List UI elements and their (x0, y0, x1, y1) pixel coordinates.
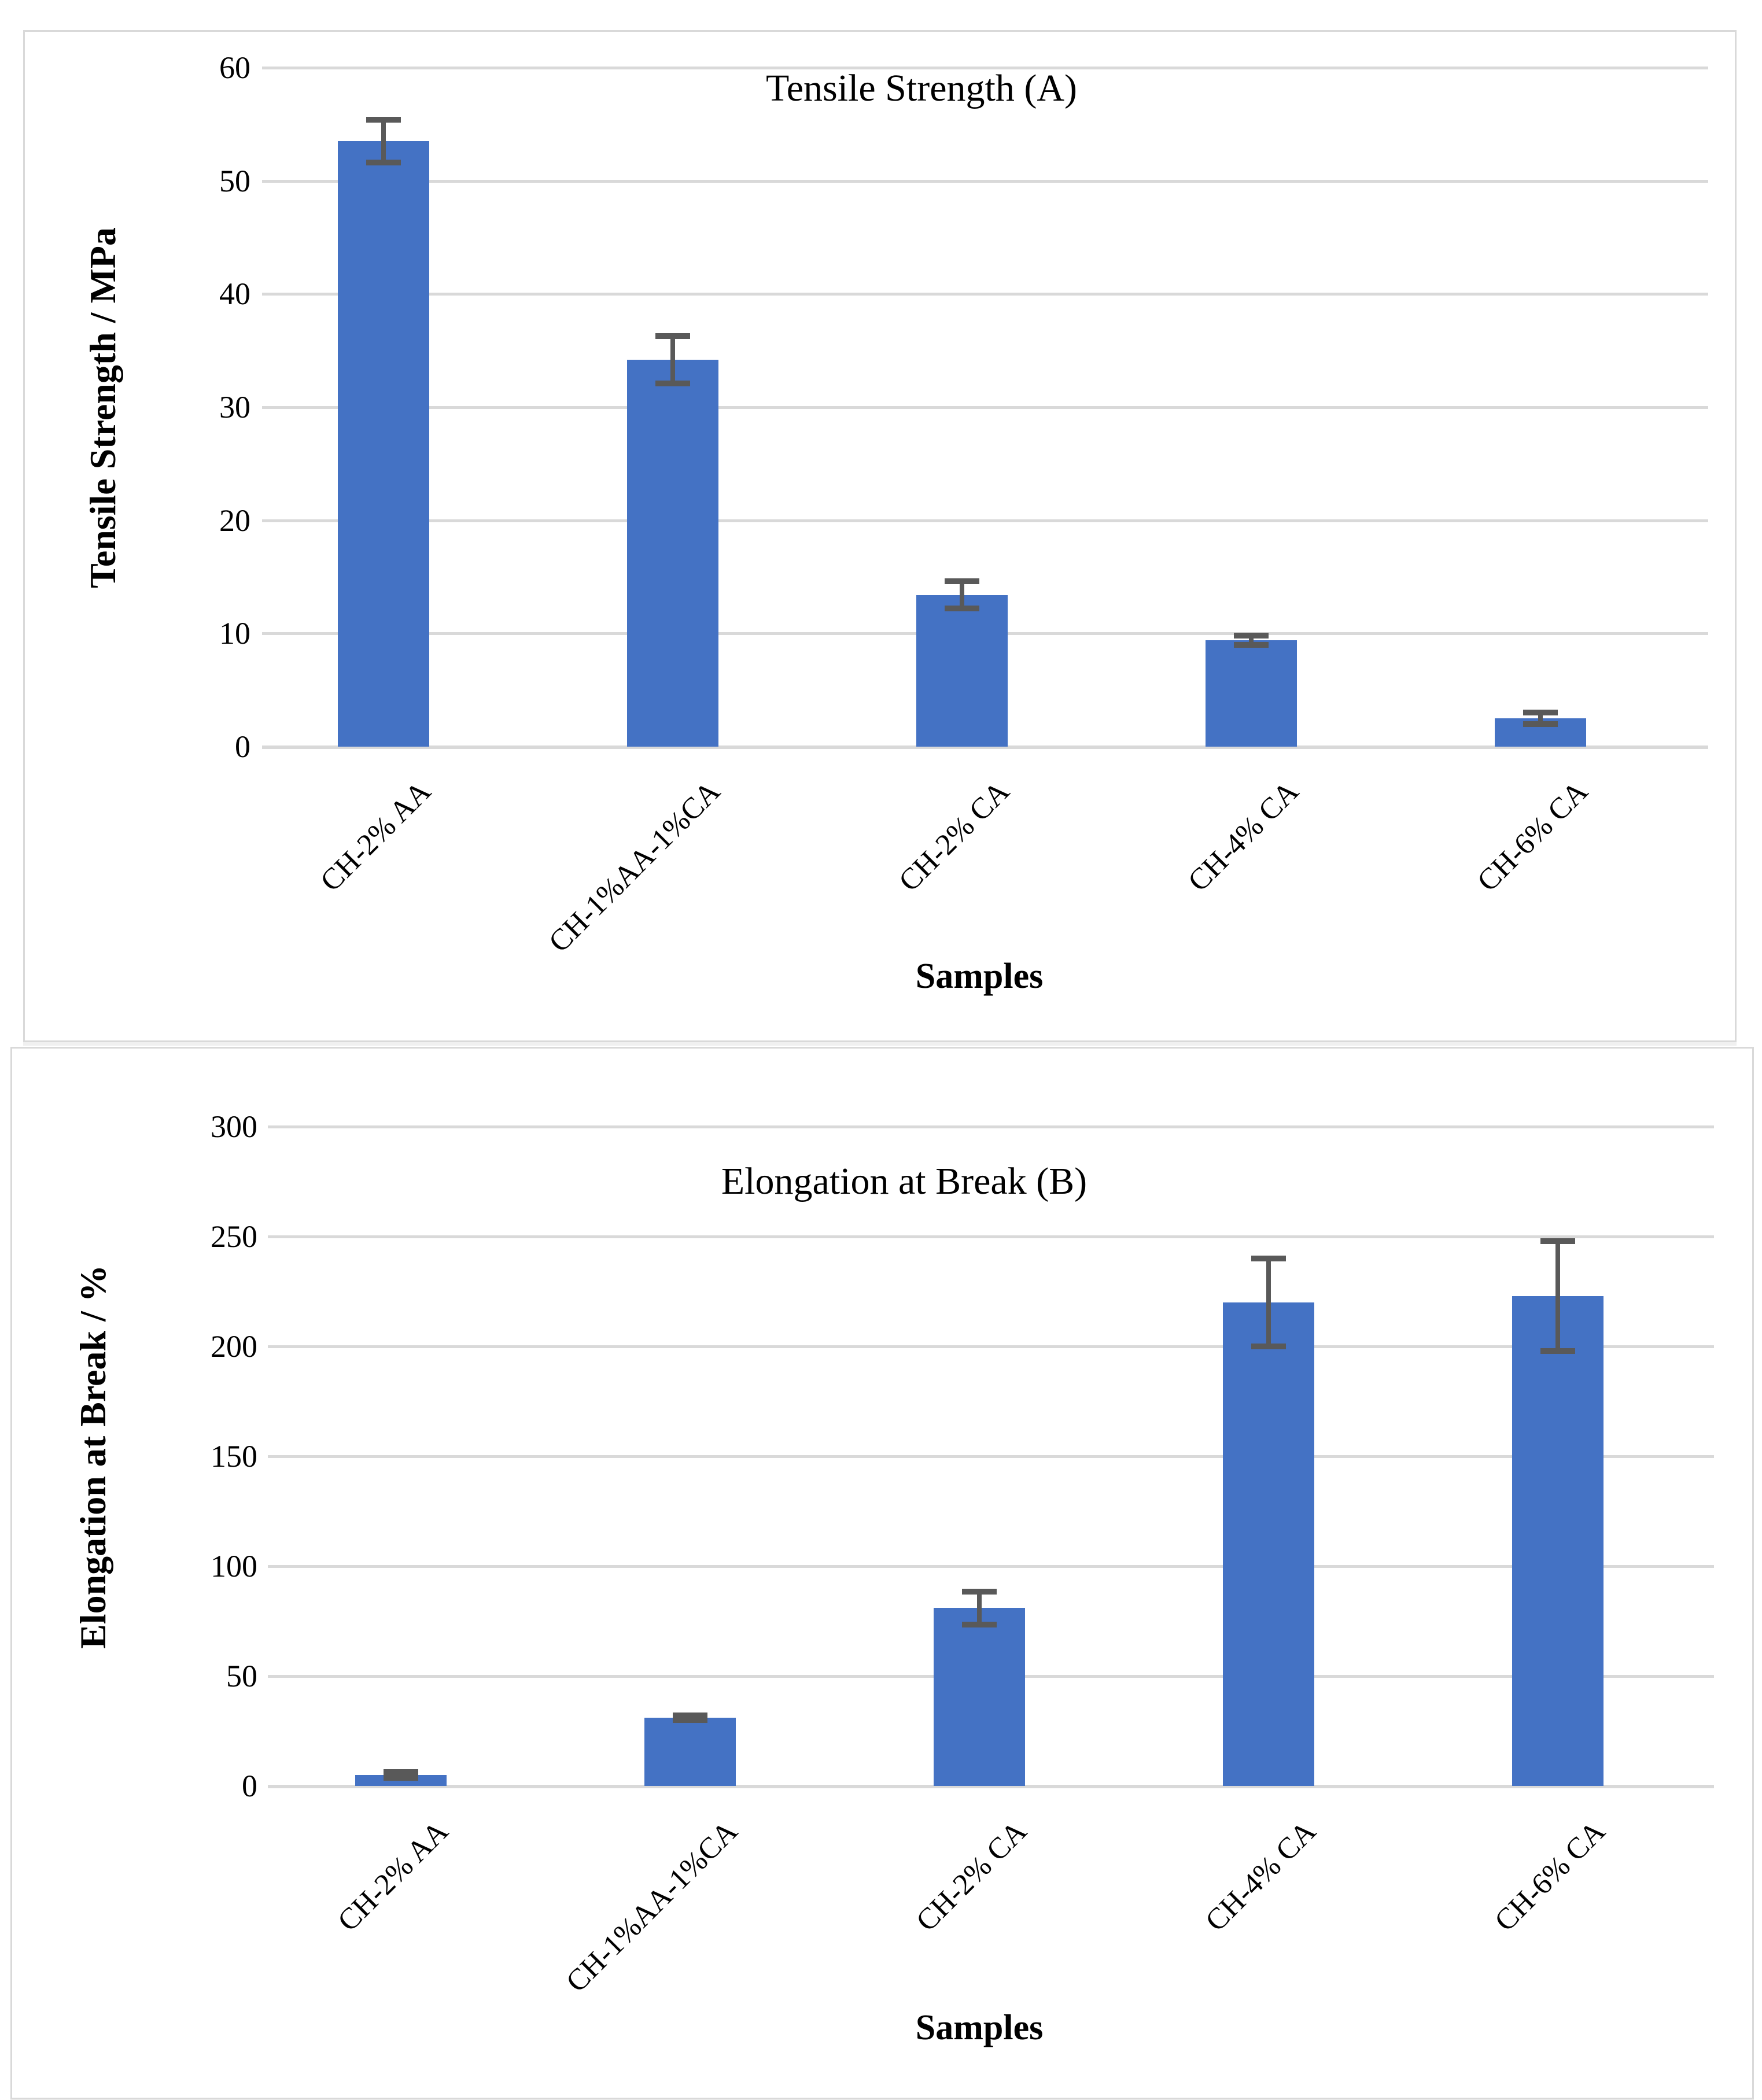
y-tick-label: 150 (211, 1439, 257, 1474)
chart-panel-tensile-strength: Tensile Strength (A) Tensile Strength / … (23, 30, 1737, 1042)
error-bar-cap (673, 1713, 707, 1719)
bar-CH-4% CA (1206, 640, 1297, 747)
bar-CH-1%AA-1%CA (627, 359, 718, 747)
y-tick-label: 200 (211, 1329, 257, 1364)
gridline (262, 179, 1708, 183)
gridline (268, 1235, 1714, 1238)
gridline (262, 293, 1708, 296)
gridline (262, 67, 1708, 69)
error-bar-cap (366, 117, 401, 123)
chart-title: Elongation at Break (B) (721, 1160, 1088, 1202)
x-axis-title: Samples (915, 2008, 1044, 2047)
gridline (268, 1565, 1714, 1568)
error-bar-cap (1234, 633, 1269, 639)
error-bar-cap (384, 1774, 418, 1781)
error-bar-cap (1523, 710, 1558, 716)
error-bar-cap (1540, 1348, 1575, 1354)
error-bar-cap (655, 333, 690, 339)
y-tick-label: 250 (211, 1219, 257, 1254)
gridline (268, 1455, 1714, 1458)
y-tick-label: 0 (235, 729, 250, 764)
x-axis-line (268, 1785, 1714, 1788)
error-bar (381, 120, 386, 163)
error-bar-cap (1540, 1238, 1575, 1244)
gridline (268, 1345, 1714, 1348)
y-tick-label: 30 (219, 390, 250, 425)
error-bar (977, 1591, 982, 1625)
y-tick-label: 300 (211, 1109, 257, 1144)
bar-CH-2% CA (934, 1608, 1025, 1786)
x-category-label: CH-6% CA (1471, 774, 1595, 898)
x-category-label: CH-2% CA (893, 774, 1016, 898)
x-category-label: CH-2% AA (314, 774, 438, 898)
y-tick-label: 0 (242, 1769, 257, 1803)
bar-CH-1%AA-1%CA (644, 1718, 736, 1786)
error-bar-cap (1251, 1344, 1286, 1349)
y-tick-label: 40 (219, 276, 250, 312)
error-bar (960, 581, 964, 609)
gridline (262, 406, 1708, 409)
bar-CH-2% CA (916, 595, 1008, 747)
y-tick-label: 100 (211, 1549, 257, 1584)
bar-CH-6% CA (1512, 1296, 1604, 1786)
x-category-label: CH-1%AA-1%CA (559, 1814, 744, 1999)
y-axis-title: Tensile Strength / MPa (82, 227, 123, 589)
x-axis-title: Samples (915, 957, 1044, 996)
error-bar (1266, 1258, 1271, 1346)
error-bar-cap (384, 1769, 418, 1776)
y-tick-label: 50 (226, 1659, 257, 1693)
x-category-label: CH-4% CA (1182, 774, 1306, 898)
error-bar-cap (962, 1621, 997, 1627)
y-tick-label: 60 (219, 50, 250, 85)
y-tick-label: 20 (219, 503, 250, 538)
error-bar-cap (962, 1588, 997, 1595)
error-bar (1538, 713, 1543, 724)
gridline (262, 519, 1708, 522)
bar-CH-2% AA (338, 141, 429, 747)
y-axis-title: Elongation at Break / % (72, 1265, 113, 1649)
y-tick-label: 50 (219, 163, 250, 198)
x-category-label: CH-1%AA-1%CA (542, 774, 727, 959)
gridline (268, 1125, 1714, 1128)
chart-title: Tensile Strength (A) (766, 67, 1077, 109)
x-axis-line (262, 745, 1708, 749)
error-bar-cap (1523, 721, 1558, 727)
x-category-label: CH-6% CA (1488, 1814, 1612, 1938)
bar-CH-4% CA (1223, 1302, 1314, 1786)
error-bar (670, 335, 675, 383)
error-bar (1249, 636, 1254, 645)
error-bar-cap (1234, 641, 1269, 648)
error-bar (1555, 1241, 1560, 1351)
x-category-label: CH-2% AA (331, 1814, 455, 1938)
error-bar-cap (655, 380, 690, 386)
error-bar-cap (945, 578, 979, 585)
x-category-label: CH-2% CA (910, 1814, 1034, 1938)
chart-panel-elongation-at-break: Elongation at Break (B) Elongation at Br… (10, 1047, 1754, 2099)
error-bar-cap (673, 1717, 707, 1723)
x-category-label: CH-4% CA (1199, 1814, 1323, 1938)
error-bar-cap (945, 606, 979, 612)
error-bar-cap (366, 160, 401, 166)
error-bar-cap (1251, 1256, 1286, 1261)
y-tick-label: 10 (219, 616, 250, 651)
